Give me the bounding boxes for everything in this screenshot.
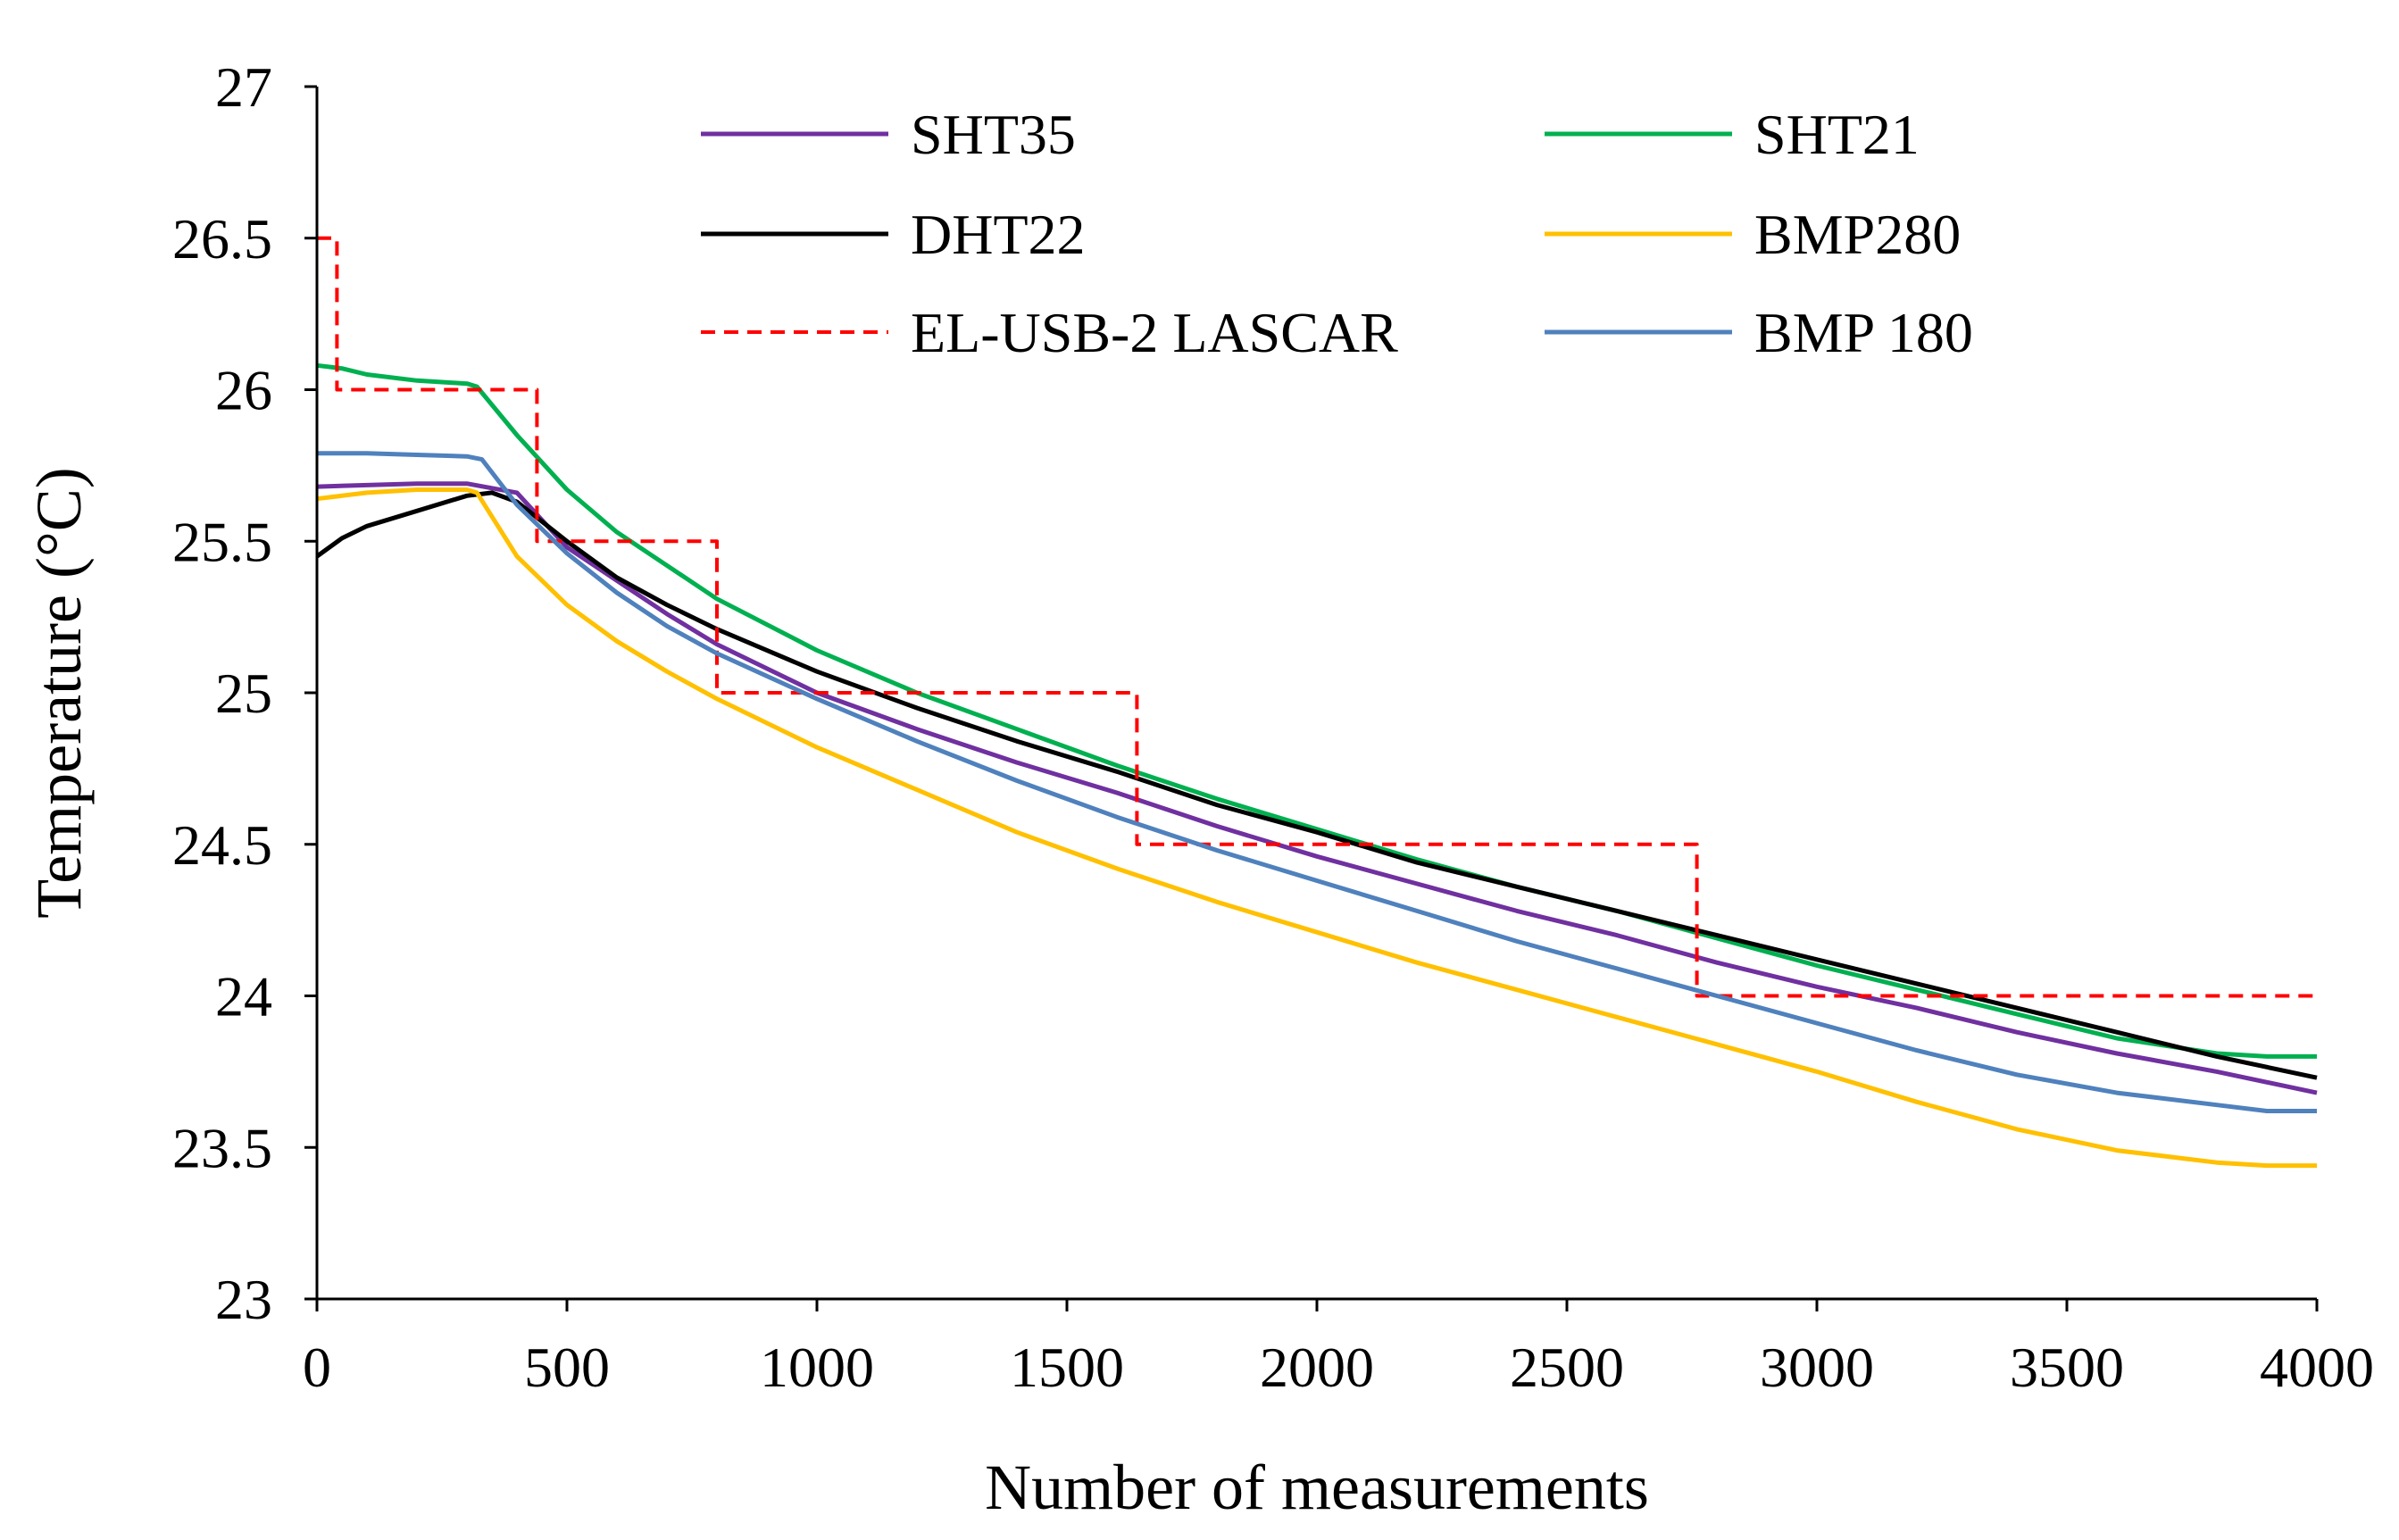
plot-lines xyxy=(315,236,2318,1169)
y-tick-label: 26 xyxy=(215,359,272,422)
x-tick-label: 0 xyxy=(303,1336,331,1399)
legend-label: BMP280 xyxy=(1754,203,1961,266)
x-tick-label: 2000 xyxy=(1260,1336,1374,1399)
legend-label: SHT21 xyxy=(1754,103,1920,166)
x-tick-label: 3500 xyxy=(2010,1336,2124,1399)
x-ticks: 0 500 1000 1500 2000 2500 3000 3500 4000 xyxy=(303,1299,2374,1399)
x-tick-label: 2500 xyxy=(1510,1336,1624,1399)
y-axis-title: Temperature (°C) xyxy=(23,467,95,919)
x-axis-title: Number of measurements xyxy=(985,1452,1649,1523)
x-tick-label: 500 xyxy=(524,1336,610,1399)
y-tick-label: 24 xyxy=(215,965,272,1028)
axes xyxy=(315,87,2317,1301)
legend-label: DHT22 xyxy=(911,203,1086,266)
y-tick-label: 24.5 xyxy=(172,813,272,877)
legend-label: EL-USB-2 LASCAR xyxy=(911,301,1398,364)
x-tick-label: 1000 xyxy=(760,1336,874,1399)
y-tick-label: 25.5 xyxy=(172,510,272,573)
series-line-dht22 xyxy=(315,490,2318,1080)
y-tick-label: 26.5 xyxy=(172,207,272,271)
legend-label: BMP 180 xyxy=(1754,301,1973,364)
series-line-bmp-180 xyxy=(317,451,2317,1113)
legend: SHT35 SHT21 DHT22 BMP280 EL-USB-2 LASCAR BMP … xyxy=(701,103,1973,364)
x-tick-label: 4000 xyxy=(2260,1336,2374,1399)
y-tick-label: 27 xyxy=(215,55,272,119)
y-tick-label: 23.5 xyxy=(172,1116,272,1179)
series-line-sht21 xyxy=(316,362,2317,1059)
x-tick-label: 1500 xyxy=(1010,1336,1124,1399)
series-line-sht35 xyxy=(316,481,2318,1095)
y-tick-label: 23 xyxy=(215,1268,272,1331)
y-ticks: 23 23.5 24 24.5 25 25.5 26 26.5 27 xyxy=(172,55,317,1331)
y-tick-label: 25 xyxy=(215,662,272,725)
series-line-el-usb-2-lascar xyxy=(317,236,2317,998)
x-tick-label: 3000 xyxy=(1760,1336,1874,1399)
legend-label: SHT35 xyxy=(911,103,1076,166)
series-line-bmp280 xyxy=(316,487,2317,1169)
